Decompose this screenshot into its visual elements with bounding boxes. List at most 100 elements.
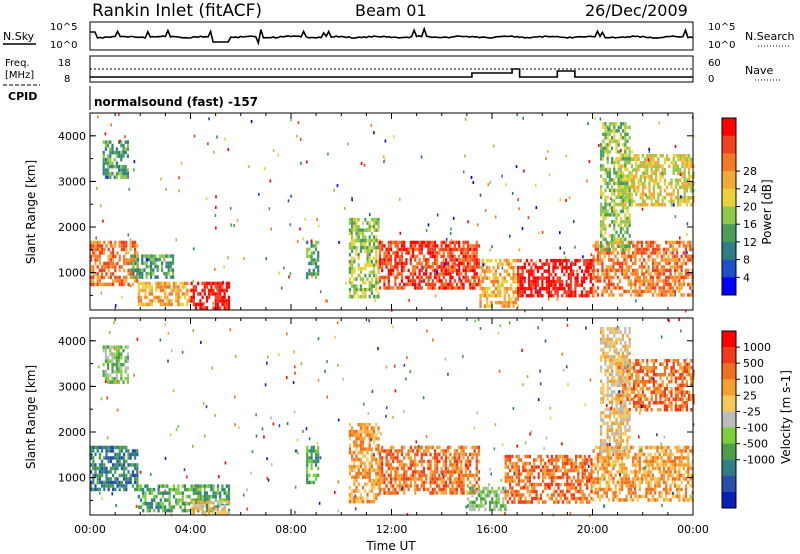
data-cell [646, 154, 649, 158]
data-cell [422, 244, 426, 248]
data-cell [603, 279, 606, 283]
data-cell [429, 244, 432, 248]
data-cell [596, 261, 600, 266]
data-cell [373, 270, 376, 274]
data-cell [449, 240, 452, 245]
data-cell [556, 258, 559, 263]
data-cell [203, 292, 206, 296]
data-cell [585, 290, 588, 294]
data-cell [564, 482, 567, 487]
data-cell [570, 479, 573, 483]
data-cell [663, 171, 666, 175]
data-cell [514, 286, 517, 291]
data-cell [665, 289, 668, 294]
data-cell [552, 258, 555, 263]
data-cell [113, 157, 116, 162]
data-cell [473, 275, 476, 280]
data-cell [618, 498, 622, 502]
data-cell [636, 244, 639, 248]
data-cell [387, 487, 390, 492]
data-cell [481, 293, 484, 298]
data-cell [444, 279, 448, 283]
data-cell [545, 279, 548, 284]
data-cell [127, 452, 130, 457]
data-cell [488, 265, 491, 270]
data-cell [577, 472, 580, 476]
data-cell [116, 480, 119, 485]
speckle-cell [383, 155, 385, 159]
data-cell [477, 452, 481, 457]
data-cell [317, 258, 320, 262]
data-cell [677, 189, 680, 193]
data-cell [676, 265, 679, 269]
data-cell [623, 473, 626, 478]
data-cell [641, 164, 644, 168]
data-cell [197, 484, 200, 488]
data-cell [144, 295, 147, 300]
data-cell [451, 456, 454, 460]
speckle-cell [133, 160, 136, 164]
data-cell [433, 480, 437, 485]
data-cell [223, 295, 226, 300]
data-cell [550, 258, 553, 263]
data-cell [605, 251, 608, 255]
data-cell [422, 240, 426, 245]
data-cell [619, 122, 622, 126]
data-cell [157, 295, 160, 300]
data-cell [542, 500, 545, 504]
data-cell [641, 185, 644, 189]
data-cell [221, 281, 224, 286]
data-cell [630, 175, 633, 179]
data-cell [610, 282, 613, 287]
data-cell [661, 154, 664, 158]
data-cell [425, 244, 428, 248]
data-cell [377, 245, 380, 250]
data-cell [362, 291, 365, 295]
data-cell [469, 452, 472, 457]
data-cell [669, 282, 672, 287]
data-cell [572, 475, 575, 480]
freq-right-tick-bottom: 0 [708, 74, 714, 85]
data-cell [608, 139, 611, 144]
data-cell [613, 139, 616, 144]
data-cell [98, 261, 101, 266]
data-cell [606, 195, 609, 200]
data-cell [502, 490, 505, 494]
speckle-cell [410, 248, 412, 252]
data-cell [588, 493, 591, 497]
data-cell [626, 188, 629, 193]
data-cell [618, 463, 622, 467]
data-cell [517, 472, 520, 476]
data-cell [516, 258, 519, 263]
data-cell [607, 498, 611, 502]
data-cell [590, 489, 593, 494]
data-cell [602, 244, 605, 249]
data-cell [355, 291, 358, 295]
data-cell [647, 268, 650, 273]
data-cell [638, 470, 641, 474]
data-cell [203, 487, 206, 492]
data-cell [546, 454, 549, 459]
data-cell [416, 463, 419, 467]
data-cell [101, 463, 104, 467]
data-cell [466, 456, 470, 460]
data-cell [477, 477, 481, 481]
data-cell [90, 445, 93, 450]
data-cell [464, 251, 467, 255]
data-cell [583, 279, 586, 284]
data-cell [605, 456, 608, 460]
data-cell [148, 292, 151, 296]
data-cell [624, 237, 627, 242]
data-cell [368, 429, 371, 434]
data-cell [515, 493, 518, 497]
data-cell [586, 482, 589, 487]
data-cell [621, 498, 624, 502]
colorbar-swatch [722, 206, 736, 225]
data-cell [512, 269, 515, 273]
data-cell [378, 452, 382, 457]
data-cell [159, 501, 162, 506]
data-cell [370, 447, 373, 451]
data-cell [109, 161, 112, 165]
data-cell [477, 449, 481, 453]
data-cell [601, 289, 604, 294]
